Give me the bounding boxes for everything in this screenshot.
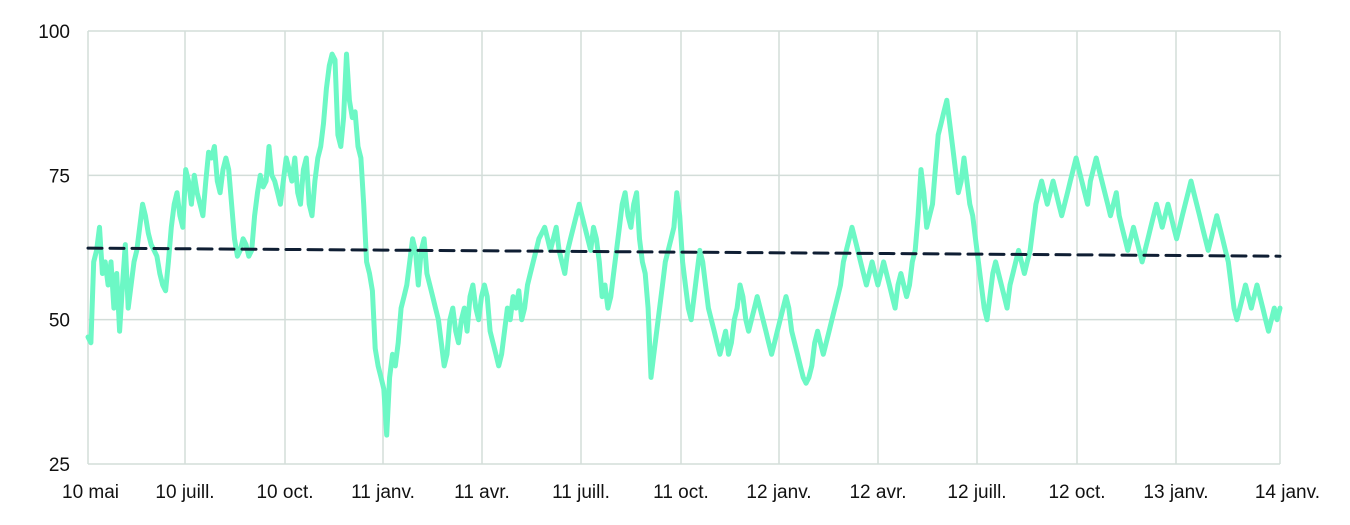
x-tick-label: 13 janv. [1143, 482, 1208, 503]
x-tick-label: 10 oct. [256, 482, 313, 503]
x-tick-label: 12 oct. [1048, 482, 1105, 503]
y-tick-label: 100 [38, 22, 70, 43]
y-tick-labels: 25 50 75 100 [38, 22, 70, 476]
horizontal-grid [88, 30, 1280, 465]
trend-line [86, 246, 1282, 258]
x-tick-label: 12 avr. [849, 482, 906, 503]
x-tick-label: 11 oct. [653, 482, 709, 503]
x-tick-label: 12 juill. [947, 482, 1006, 503]
y-tick-label: 75 [49, 166, 70, 187]
series-layer [85, 51, 1283, 438]
x-tick-label: 11 janv. [351, 482, 415, 503]
x-tick-label: 11 avr. [454, 482, 510, 503]
y-tick-label: 25 [49, 455, 70, 476]
y-tick-label: 50 [49, 311, 70, 332]
x-tick-label: 11 juill. [552, 482, 610, 503]
x-tick-label: 10 juill. [155, 482, 214, 503]
vertical-grid [87, 31, 1281, 464]
x-tick-label: 10 mai [62, 482, 119, 503]
x-tick-labels: 10 mai 10 juill. 10 oct. 11 janv. 11 avr. 11 … [62, 482, 1320, 503]
series-line [85, 51, 1283, 438]
x-tick-label: 12 janv. [746, 482, 811, 503]
x-tick-label: 14 janv. [1255, 482, 1320, 503]
